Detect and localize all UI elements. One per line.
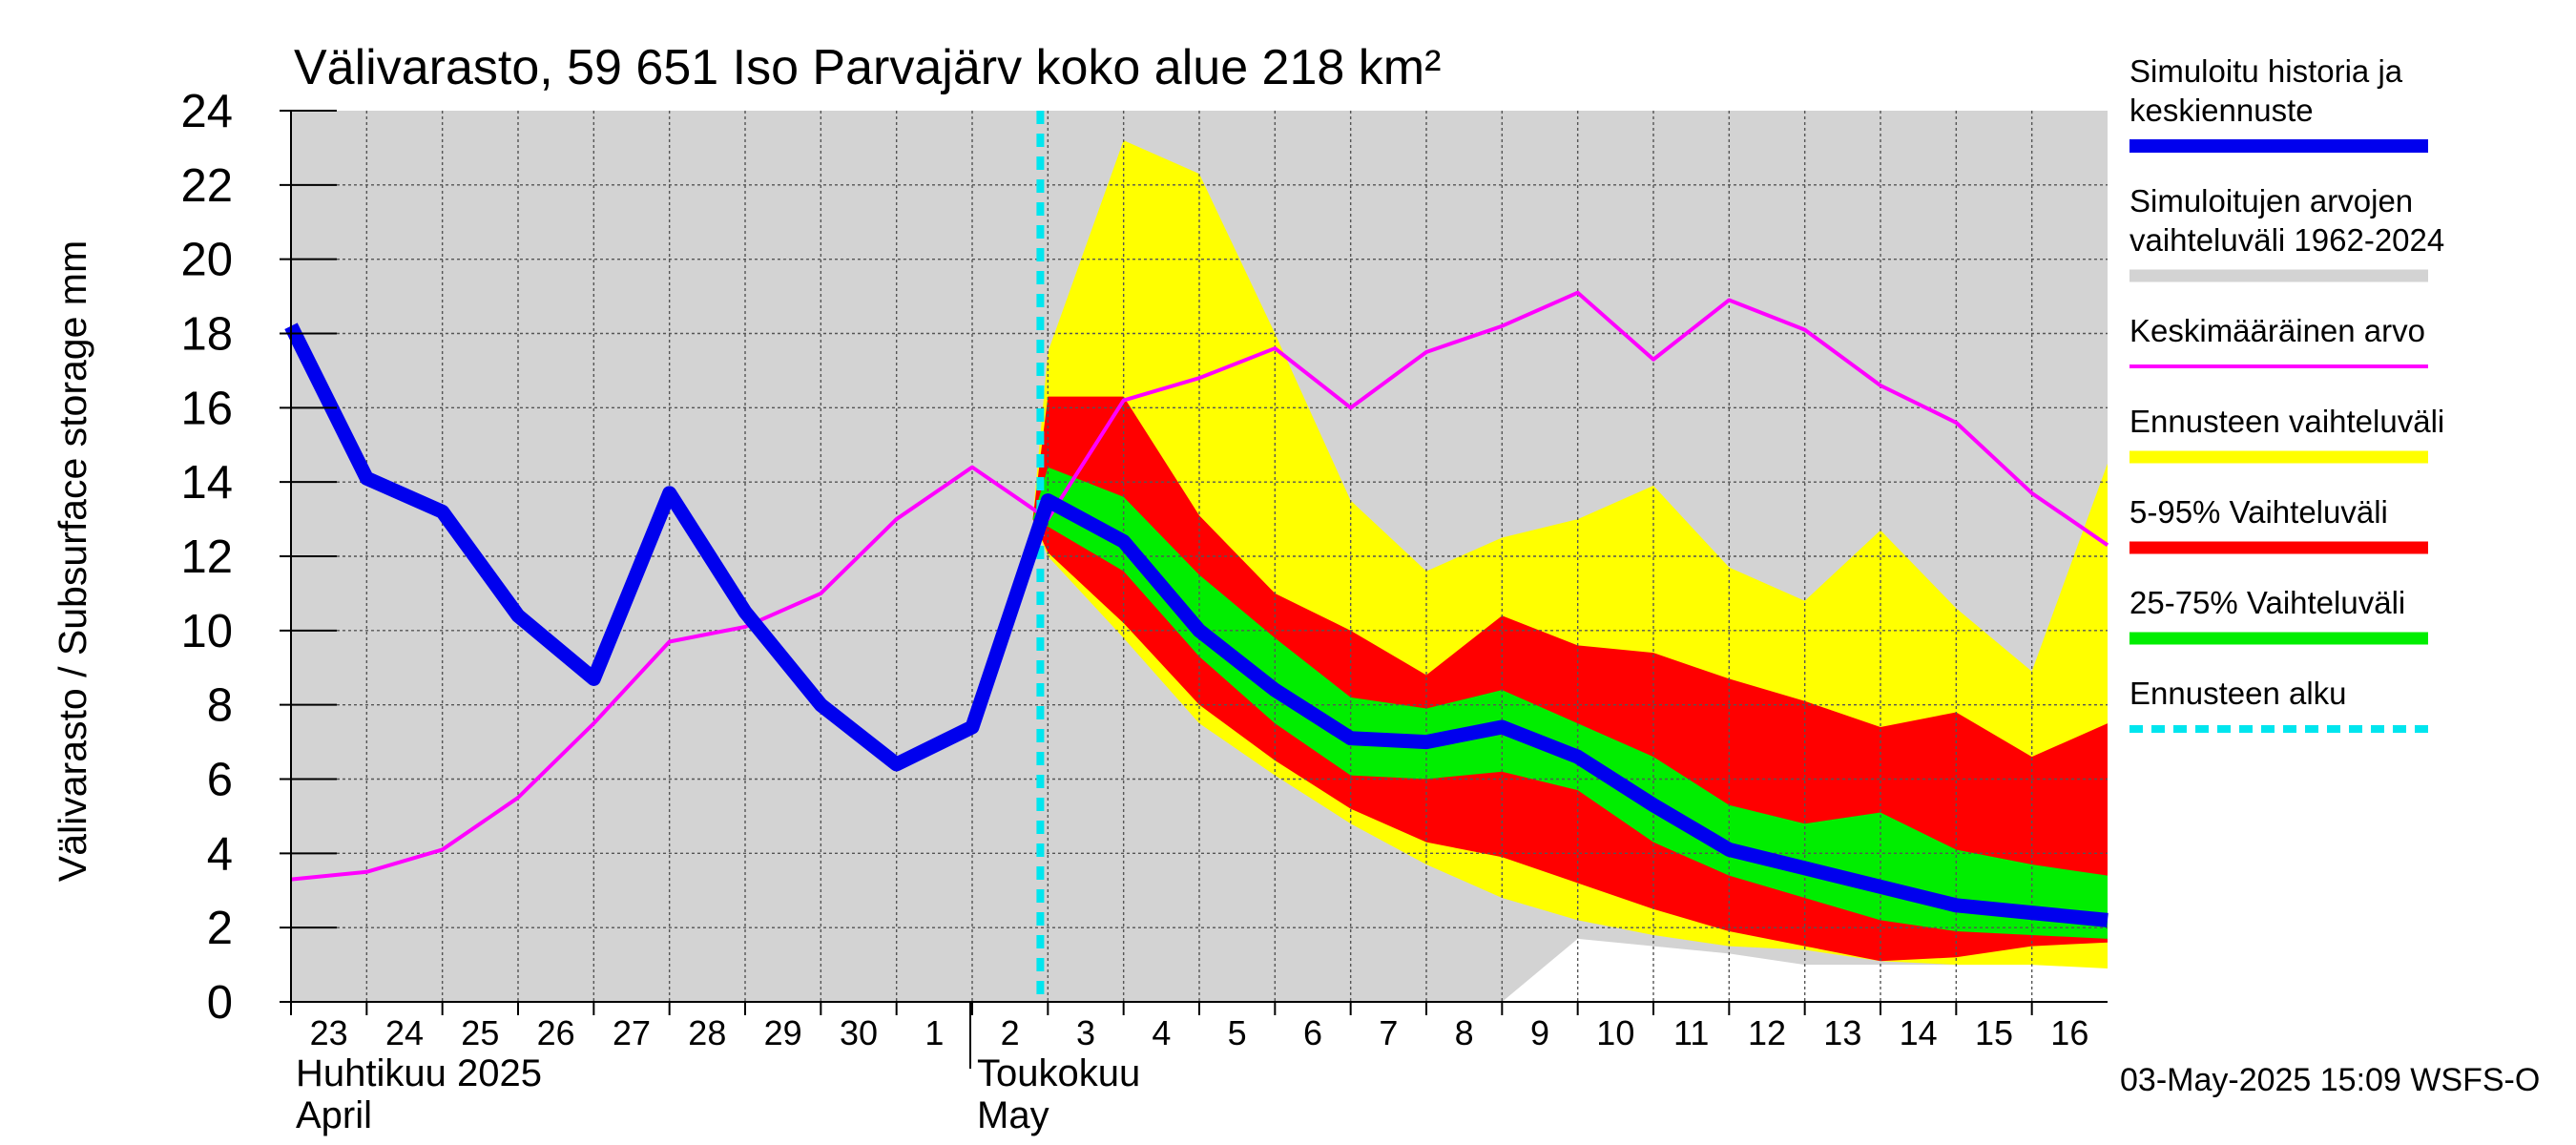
legend-label: 5-95% Vaihteluväli	[2129, 494, 2388, 530]
simulated-history-line	[284, 323, 2109, 927]
legend-label: Simuloitujen arvojen	[2129, 183, 2413, 219]
y-tick-label: 20	[180, 235, 233, 286]
x-tick-label: 25	[461, 1013, 499, 1052]
chart-title: Välivarasto, 59 651 Iso Parvajärv koko a…	[294, 40, 1441, 95]
legend-label: 25-75% Vaihteluväli	[2129, 585, 2405, 620]
month-label-fi: Toukokuu	[977, 1052, 1140, 1094]
legend: Simuloitu historia ja keskiennuste Simuloi…	[2129, 53, 2444, 733]
x-tick-label: 6	[1303, 1013, 1322, 1052]
x-tick-label: 27	[613, 1013, 651, 1052]
x-tick-label: 26	[537, 1013, 575, 1052]
x-tick-label: 28	[688, 1013, 726, 1052]
y-tick-label: 18	[180, 309, 233, 361]
x-tick-label: 5	[1228, 1013, 1247, 1052]
x-tick-label: 8	[1455, 1013, 1474, 1052]
legend-label: vaihteluväli 1962-2024	[2129, 222, 2444, 258]
x-tick-label: 12	[1748, 1013, 1786, 1052]
grid-layer	[291, 111, 2108, 1002]
legend-label: Keskimääräinen arvo	[2129, 313, 2425, 348]
x-tick-label: 3	[1076, 1013, 1095, 1052]
x-tick-label: 15	[1975, 1013, 2013, 1052]
x-tick-label: 14	[1900, 1013, 1938, 1052]
y-tick-label: 0	[207, 977, 233, 1029]
x-tick-label: 7	[1379, 1013, 1398, 1052]
x-tick-label: 9	[1530, 1013, 1549, 1052]
y-tick-label: 8	[207, 680, 233, 732]
month-label-en: April	[296, 1094, 372, 1136]
legend-label: keskiennuste	[2129, 93, 2314, 128]
x-tick-label: 10	[1596, 1013, 1634, 1052]
x-tick-label: 4	[1152, 1013, 1171, 1052]
x-tick-label: 23	[310, 1013, 348, 1052]
y-tick-label: 6	[207, 755, 233, 806]
legend-label: Ennusteen alku	[2129, 676, 2347, 711]
month-label-fi: Huhtikuu 2025	[296, 1052, 542, 1094]
y-tick-label: 12	[180, 531, 233, 583]
band-25-75	[1032, 467, 2108, 939]
month-label-en: May	[977, 1094, 1049, 1136]
y-tick-label: 4	[207, 828, 233, 880]
x-tick-label: 30	[840, 1013, 878, 1052]
mean-value-line	[290, 290, 2109, 882]
y-tick-label: 10	[180, 606, 233, 657]
y-tick-label: 22	[180, 160, 233, 212]
y-tick-label: 14	[180, 457, 233, 509]
x-tick-label: 13	[1823, 1013, 1861, 1052]
footer-timestamp: 03-May-2025 15:09 WSFS-O	[2120, 1062, 2540, 1098]
x-tick-label: 29	[764, 1013, 802, 1052]
lines-layer	[284, 111, 2109, 1002]
y-tick-label: 24	[180, 86, 233, 137]
x-tick-label: 16	[2050, 1013, 2088, 1052]
y-axis-label: Välivarasto / Subsurface storage mm	[51, 240, 94, 882]
x-tick-label: 11	[1673, 1013, 1709, 1052]
y-tick-label: 16	[180, 383, 233, 434]
legend-label: Simuloitu historia ja	[2129, 53, 2403, 89]
x-tick-label: 24	[385, 1013, 424, 1052]
x-tick-label: 1	[924, 1013, 944, 1052]
legend-label: Ennusteen vaihteluväli	[2129, 404, 2444, 439]
x-tick-label: 2	[1001, 1013, 1020, 1052]
y-tick-label: 2	[207, 903, 233, 954]
